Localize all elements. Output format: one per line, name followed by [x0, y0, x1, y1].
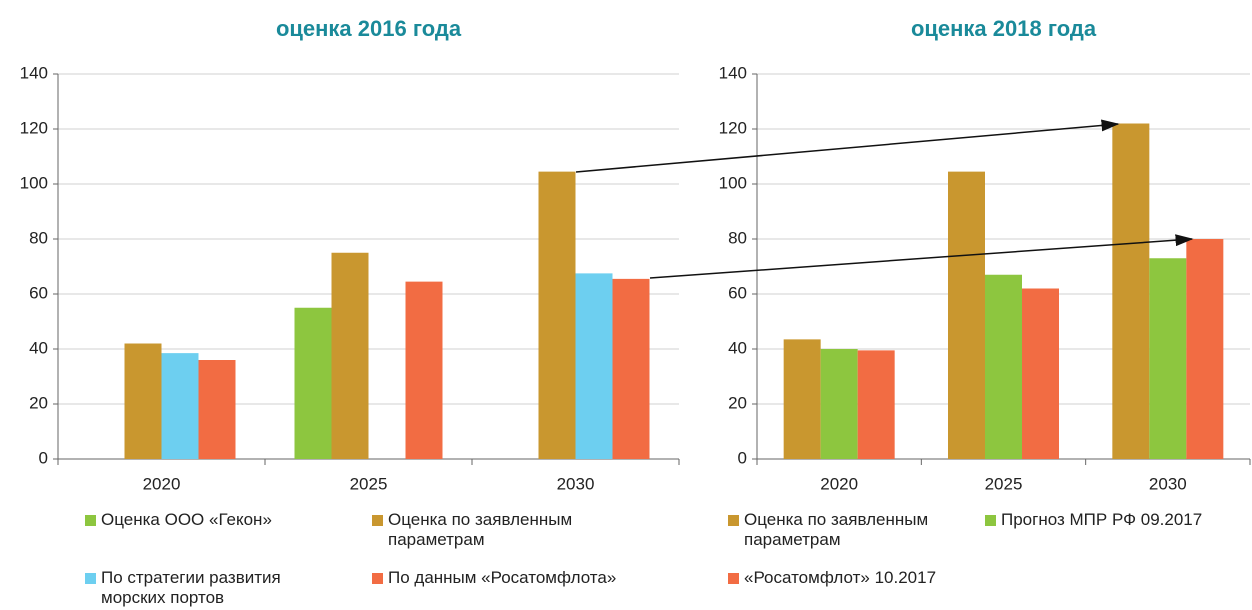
legend-item: Оценка по заявленным параметрам	[728, 510, 979, 550]
legend-swatch	[85, 515, 96, 526]
bar	[198, 360, 236, 459]
y-tick-label: 100	[20, 173, 48, 192]
legend-label: Оценка по заявленным параметрам	[744, 510, 929, 549]
bar	[405, 281, 443, 459]
y-tick-label: 120	[719, 118, 747, 137]
bar	[1149, 258, 1187, 459]
legend-item: По стратегии развития морских портов	[85, 568, 336, 608]
y-tick-label: 80	[728, 228, 747, 247]
y-tick-label: 80	[29, 228, 48, 247]
legend-label: По данным «Росатомфлота»	[388, 568, 617, 587]
y-tick-label: 100	[719, 173, 747, 192]
legend-item: «Росатомфлот» 10.2017	[728, 568, 979, 588]
bar	[1022, 288, 1059, 459]
legend-swatch	[85, 573, 96, 584]
x-tick-label: 2025	[985, 474, 1023, 493]
bar	[331, 252, 369, 459]
legend-item: Оценка по заявленным параметрам	[372, 510, 623, 550]
bar	[161, 353, 199, 459]
y-tick-label: 60	[29, 283, 48, 302]
bar	[575, 273, 613, 459]
bar	[1186, 239, 1224, 459]
legend-swatch	[728, 573, 739, 584]
bar	[985, 274, 1022, 459]
legend-label: По стратегии развития морских портов	[101, 568, 281, 607]
bar	[538, 171, 576, 459]
y-tick-label: 140	[20, 63, 48, 82]
bar	[948, 171, 985, 459]
legend-item: Прогноз МПР РФ 09.2017	[985, 510, 1236, 530]
bar	[857, 350, 895, 459]
y-tick-label: 60	[728, 283, 747, 302]
chart-title: оценка 2016 года	[276, 16, 462, 41]
arrow	[575, 119, 1120, 173]
y-tick-label: 0	[39, 448, 48, 467]
legend-swatch	[728, 515, 739, 526]
y-tick-label: 40	[29, 338, 48, 357]
legend-swatch	[372, 515, 383, 526]
bar	[820, 349, 858, 459]
y-tick-label: 120	[20, 118, 48, 137]
legend-label: «Росатомфлот» 10.2017	[744, 568, 937, 587]
legend-label: Оценка по заявленным параметрам	[388, 510, 573, 549]
x-tick-label: 2020	[143, 474, 181, 493]
x-tick-label: 2030	[557, 474, 595, 493]
legend-item: Оценка ООО «Гекон»	[85, 510, 336, 530]
bar	[612, 278, 650, 459]
y-tick-label: 0	[738, 448, 747, 467]
arrow	[649, 234, 1194, 279]
bar	[294, 307, 332, 459]
bar	[124, 343, 162, 459]
y-tick-label: 20	[728, 393, 747, 412]
y-tick-label: 20	[29, 393, 48, 412]
legend-item: По данным «Росатомфлота»	[372, 568, 623, 588]
bar	[783, 339, 821, 459]
bar	[1112, 123, 1150, 459]
legend-label: Прогноз МПР РФ 09.2017	[1001, 510, 1203, 529]
x-tick-label: 2030	[1149, 474, 1187, 493]
y-tick-label: 140	[719, 63, 747, 82]
x-tick-label: 2020	[820, 474, 858, 493]
legend-swatch	[985, 515, 996, 526]
x-tick-label: 2025	[350, 474, 388, 493]
legend-label: Оценка ООО «Гекон»	[101, 510, 272, 529]
y-tick-label: 40	[728, 338, 747, 357]
legend-swatch	[372, 573, 383, 584]
chart-title: оценка 2018 года	[911, 16, 1097, 41]
